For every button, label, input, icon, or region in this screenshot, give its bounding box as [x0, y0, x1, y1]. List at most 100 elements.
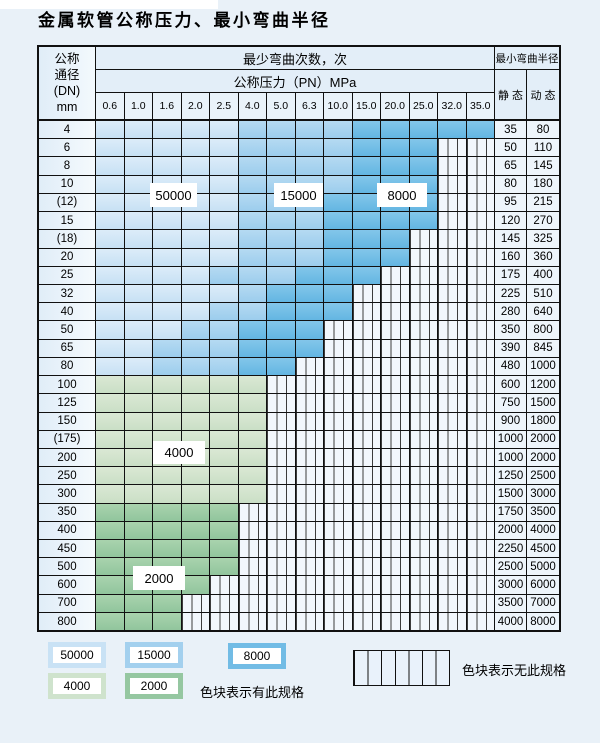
table-row: 600 3000 6000 — [39, 575, 559, 594]
pressure-value: 6.3 — [295, 93, 324, 119]
spec-cell — [181, 339, 210, 357]
legend-swatch-label: 4000 — [53, 678, 101, 694]
spec-cell — [324, 321, 353, 339]
spec-cell — [210, 121, 239, 139]
spec-cell — [153, 266, 182, 284]
spec-cell — [124, 230, 153, 248]
spec-cell — [295, 248, 324, 266]
dn-cell: 4 — [39, 121, 96, 139]
spec-cell — [324, 284, 353, 303]
spec-cell — [210, 594, 239, 612]
spec-cell — [153, 230, 182, 248]
dn-cell: 300 — [39, 485, 96, 503]
spec-cell — [324, 467, 353, 485]
dynamic-value-cell: 640 — [527, 303, 559, 321]
static-value-cell: 1250 — [495, 467, 527, 485]
spec-cell — [438, 485, 467, 503]
spec-cell — [409, 139, 438, 157]
spec-cell — [409, 467, 438, 485]
spec-cell — [267, 230, 296, 248]
static-value-cell: 225 — [495, 284, 527, 303]
spec-cell — [267, 594, 296, 612]
dynamic-value-cell: 80 — [527, 121, 559, 139]
spec-cell — [96, 284, 125, 303]
table-row: 32 225 510 — [39, 283, 559, 303]
spec-cell — [352, 594, 381, 612]
dn-cell: 100 — [39, 376, 96, 394]
spec-cell — [324, 521, 353, 540]
spec-cell — [210, 284, 239, 303]
spec-cell — [238, 303, 267, 321]
table-row: 350 1750 3500 — [39, 502, 559, 521]
static-value-cell: 2000 — [495, 521, 527, 540]
spec-cell — [381, 503, 410, 521]
spec-cell — [295, 121, 324, 139]
static-value-cell: 120 — [495, 212, 527, 230]
static-value-cell: 390 — [495, 339, 527, 357]
spec-cell — [352, 521, 381, 540]
spec-cell — [438, 321, 467, 339]
static-value-cell: 280 — [495, 303, 527, 321]
spec-cell — [210, 521, 239, 540]
dn-cell: 400 — [39, 521, 96, 540]
spec-cell — [381, 157, 410, 175]
spec-cell — [238, 558, 267, 576]
spec-cell — [466, 248, 495, 266]
spec-cell — [153, 121, 182, 139]
spec-cell — [381, 448, 410, 467]
table-row: 450 2250 4500 — [39, 539, 559, 558]
spec-cell — [210, 503, 239, 521]
spec-cell — [181, 558, 210, 576]
spec-cell — [438, 303, 467, 321]
spec-cell — [96, 121, 125, 139]
static-value-cell: 175 — [495, 266, 527, 284]
spec-cell — [96, 467, 125, 485]
spec-cell — [324, 412, 353, 430]
spec-cell — [409, 576, 438, 594]
static-value-cell: 600 — [495, 376, 527, 394]
spec-cell — [324, 594, 353, 612]
table-row: 4 35 80 — [39, 120, 559, 139]
spec-cell — [381, 412, 410, 430]
spec-cell — [352, 139, 381, 157]
dynamic-value-cell: 2000 — [527, 430, 559, 448]
spec-cell — [352, 248, 381, 266]
dynamic-value-cell: 845 — [527, 339, 559, 357]
dn-cell: 8 — [39, 157, 96, 175]
spec-cell — [295, 284, 324, 303]
spec-cell — [352, 266, 381, 284]
spec-cell — [324, 558, 353, 576]
spec-cell — [324, 157, 353, 175]
spec-cell — [295, 139, 324, 157]
spec-cell — [466, 376, 495, 394]
cycle-label: 2000 — [133, 566, 185, 590]
spec-cell — [409, 266, 438, 284]
pressure-value: 15.0 — [352, 93, 381, 119]
static-value-cell: 160 — [495, 248, 527, 266]
dn-cell: 150 — [39, 412, 96, 430]
spec-cell — [267, 303, 296, 321]
static-value-cell: 50 — [495, 139, 527, 157]
spec-cell — [153, 139, 182, 157]
spec-cell — [381, 121, 410, 139]
spec-cell — [210, 612, 239, 631]
dynamic-value-cell: 4000 — [527, 521, 559, 540]
spec-cell — [153, 321, 182, 339]
static-value-cell: 480 — [495, 357, 527, 376]
spec-cell — [153, 303, 182, 321]
spec-cell — [153, 376, 182, 394]
spec-cell — [153, 594, 182, 612]
dn-cell: 80 — [39, 357, 96, 376]
static-value-cell: 750 — [495, 394, 527, 412]
spec-cell — [324, 121, 353, 139]
spec-cell — [267, 157, 296, 175]
spec-cell — [181, 612, 210, 631]
spec-cell — [409, 339, 438, 357]
spec-cell — [267, 485, 296, 503]
dynamic-value-cell: 1800 — [527, 412, 559, 430]
spec-cell — [352, 303, 381, 321]
spec-cell — [238, 576, 267, 594]
spec-cell — [438, 357, 467, 376]
spec-cell — [381, 139, 410, 157]
dn-cell: 800 — [39, 612, 96, 631]
